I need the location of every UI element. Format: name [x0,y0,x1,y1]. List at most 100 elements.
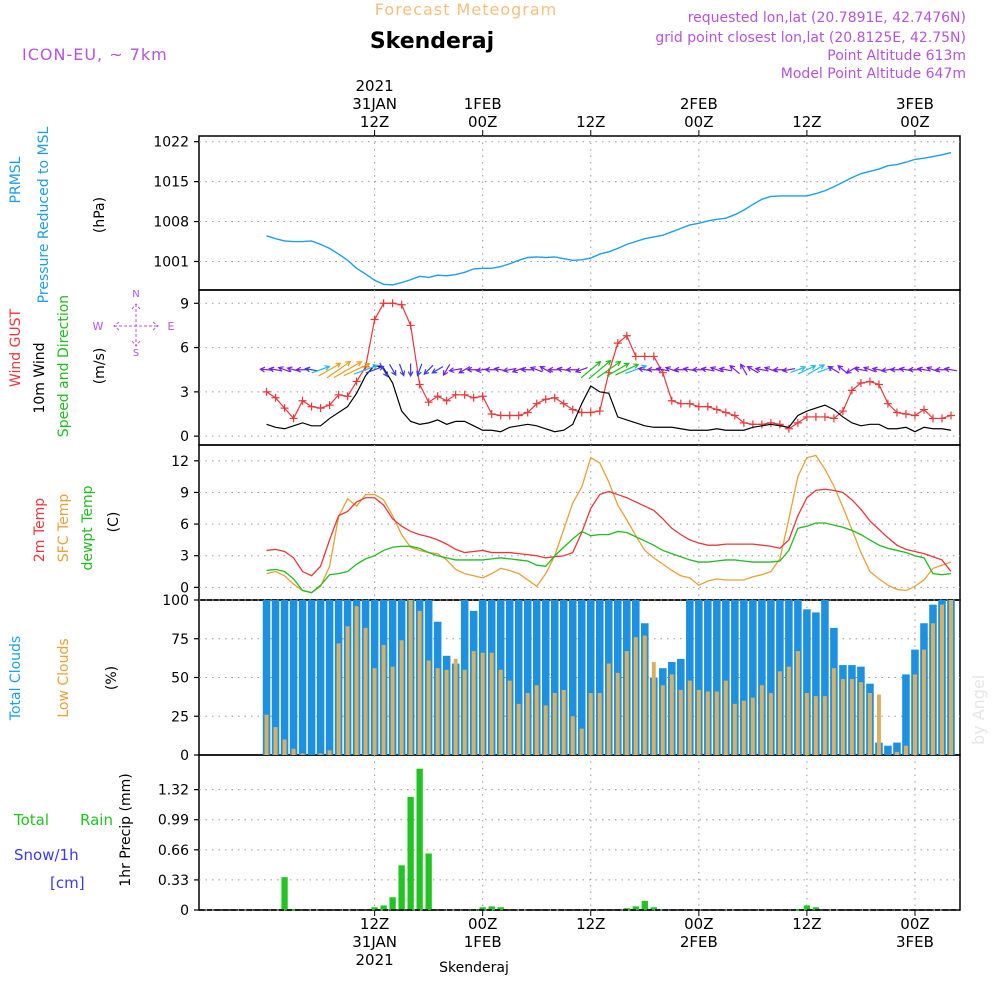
pressure-label-desc: Pressure Reduced to MSL [36,126,52,303]
panel-frame-wind [198,289,961,446]
low-cloud-bar [606,663,611,755]
low-cloud-bar [696,689,701,755]
total-cloud-bar [289,600,298,755]
low-cloud-bar [408,600,413,755]
wind-direction-arrow [389,364,397,377]
low-cloud-bar [471,651,476,755]
wind-direction-arrow [398,363,406,377]
temp-label-unit: (C) [106,512,122,533]
gust-marker [631,352,640,361]
top-tick-hour: 12Z [360,113,389,131]
gust-marker [595,407,604,416]
precip-bar [380,905,387,910]
wind-direction-arrow [318,362,342,377]
ytick-label: 6 [180,341,189,357]
temp-2m-line [266,488,952,577]
precip-bar [812,907,820,910]
total-cloud-bar [731,600,739,755]
low-cloud-bar [903,745,908,755]
point-altitude: Point Altitude 613m [827,48,966,64]
total-cloud-bar [722,600,730,755]
ytick-label: 1022 [153,135,189,151]
total-cloud-bar [821,600,829,755]
total-cloud-bar [812,612,820,755]
total-cloud-bar [541,600,550,755]
total-cloud-bar [316,600,325,755]
top-tick-date: 3FEB [896,95,934,113]
wind-direction-arrow [700,366,715,373]
low-cloud-bar [633,637,638,755]
gust-marker [901,410,910,418]
bottom-tick-date: 2FEB [680,933,718,951]
precip-bar [281,877,288,910]
low-cloud-bar [525,693,530,755]
ytick-label: 0.66 [158,843,189,859]
low-cloud-bar [273,727,278,755]
gust-marker [667,396,676,405]
gust-marker [424,398,433,407]
wind-direction-arrow [326,360,352,379]
gust-marker [784,424,793,433]
gust-marker [433,392,442,401]
wind-direction-arrow [448,367,462,373]
model-altitude: Model Point Altitude 647m [781,66,966,82]
precip-bar [398,865,405,910]
wind-direction-arrow [853,366,868,373]
compass-vertical-arrow [131,303,141,347]
wind-direction-arrow [709,366,723,373]
total-cloud-bar [758,600,766,755]
low-cloud-bar [759,685,764,755]
panel-frame-pressure [198,135,961,291]
low-cloud-bar [516,703,521,755]
low-cloud-bar [561,689,566,755]
temp-label-sfc: SFC Temp [56,494,72,563]
bottom-tick-hour: 00Z [900,915,929,933]
low-cloud-bar [570,716,575,755]
ytick-label: 25 [171,709,189,725]
low-cloud-bar [687,680,692,755]
low-cloud-bar [624,651,629,755]
low-cloud-bar [615,672,620,755]
sfc-temp-line [266,454,952,594]
precip-bar [290,909,297,911]
low-cloud-bar [399,640,404,755]
low-cloud-bar [912,674,917,755]
requested-coords: requested lon,lat (20.7891E, 42.7476N) [688,10,966,26]
panel-frame-precip [198,754,961,911]
wind-direction-arrow [807,364,826,375]
total-cloud-bar [550,600,559,755]
low-cloud-bar [931,623,935,755]
gust-marker [541,395,550,404]
total-cloud-bar [514,600,523,755]
ytick-label: 6 [180,517,189,533]
gust-marker [883,399,892,408]
low-cloud-bar [498,669,503,755]
low-cloud-bar [723,680,728,755]
gust-marker [739,418,748,427]
gust-marker [289,414,298,423]
gust-marker [406,321,415,330]
gust-marker [640,352,649,361]
gust-marker [514,411,523,420]
gust-marker [577,408,586,417]
gust-marker [910,411,919,420]
wind-direction-arrow [502,367,516,373]
low-cloud-bar [795,651,800,755]
gust-marker [316,404,325,413]
low-cloud-bar [426,660,431,755]
top-tick-hour: 00Z [468,113,497,131]
ytick-label: 100 [162,593,189,609]
wind-direction-arrow [664,366,678,373]
wind-direction-arrow [754,366,769,373]
ytick-label: 0 [180,748,189,764]
gust-marker [865,377,874,386]
total-cloud-bar [749,600,757,755]
wind-direction-arrow [740,363,748,376]
gust-marker [820,412,829,421]
low-cloud-bar [822,696,827,755]
low-cloud-bar [642,635,647,755]
wind-direction-arrow [588,359,612,380]
low-cloud-bar [543,705,548,755]
wind-direction-arrow [925,366,940,373]
